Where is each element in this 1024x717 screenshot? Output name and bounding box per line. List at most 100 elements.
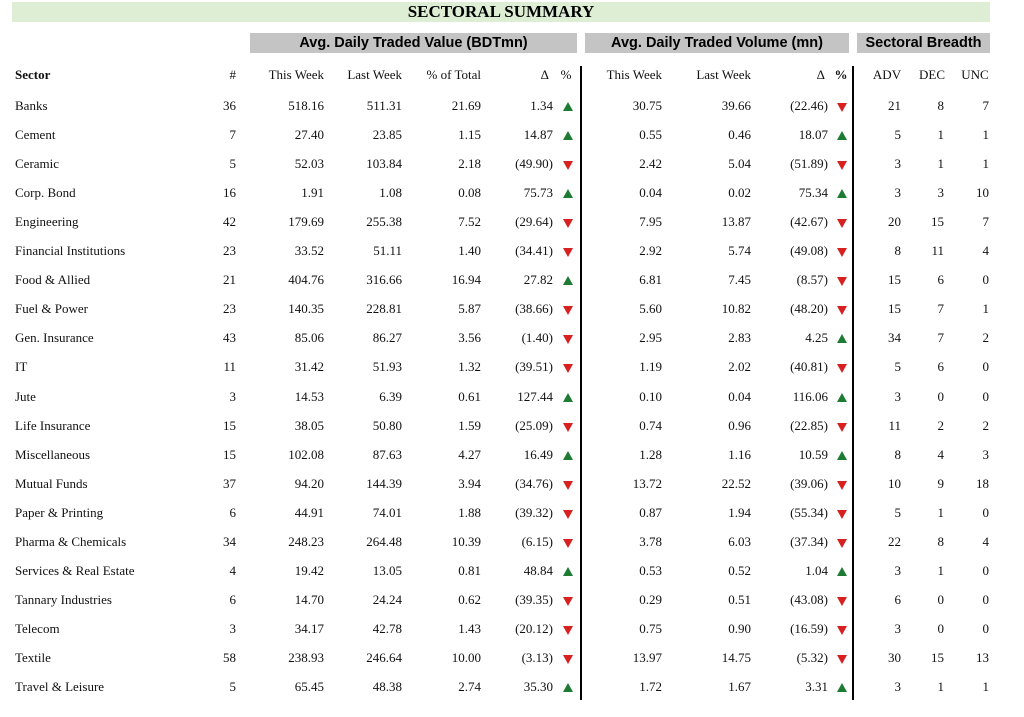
unchanged-count: 7: [982, 98, 990, 113]
decline-count: 15: [931, 649, 944, 665]
col-header-value-pct: %: [560, 67, 572, 82]
up-triangle-icon: [837, 334, 847, 344]
volume-change-pct: (49.08): [790, 243, 828, 259]
value-change-pct: 35.30: [523, 679, 553, 694]
value-change-pct: (20.12): [515, 620, 553, 636]
sectoral-breadth-group-header: Sectoral Breadth: [857, 33, 990, 53]
table-row: Services & Real Estate 4 19.42 13.05 0.81 48.…: [0, 562, 1024, 591]
down-triangle-icon: [837, 596, 847, 606]
volume-this-week: 1.19: [639, 359, 662, 375]
pct-of-total: 7.52: [458, 214, 481, 230]
value-this-week: 44.91: [294, 504, 324, 520]
value-this-week: 34.17: [294, 620, 324, 636]
unchanged-count: 18: [976, 475, 989, 491]
volume-last-week: 7.45: [728, 272, 751, 288]
volume-last-week: 22.52: [721, 475, 751, 491]
value-change-pct: 16.49: [523, 446, 553, 462]
value-this-week: 19.42: [294, 562, 324, 578]
table-row: Engineering 42 179.69 255.38 7.52 (29.64) 7.95…: [0, 213, 1024, 242]
sector-name: Life Insurance: [15, 417, 91, 433]
sector-name: IT: [15, 359, 28, 375]
decline-count: 0: [937, 591, 945, 607]
volume-this-week: 13.72: [632, 475, 662, 491]
pct-of-total: 1.59: [458, 417, 481, 433]
value-last-week: 87.63: [372, 446, 402, 462]
volume-this-week: 0.29: [639, 591, 662, 607]
company-count: 3: [229, 388, 237, 404]
volume-last-week: 5.04: [728, 156, 751, 172]
volume-change-pct: (42.67): [790, 214, 828, 230]
advance-count: 21: [888, 98, 901, 113]
down-triangle-icon: [563, 480, 573, 490]
unchanged-count: 0: [982, 620, 990, 636]
value-change-pct: (39.35): [515, 591, 553, 607]
table-row: Jute 3 14.53 6.39 0.61 127.44 0.10 0.04 116.06 3 0…: [0, 388, 1024, 417]
value-last-week: 42.78: [372, 620, 402, 636]
down-triangle-icon: [837, 538, 847, 548]
unchanged-count: 0: [982, 562, 990, 578]
value-last-week: 1.08: [379, 185, 402, 201]
advance-count: 15: [888, 301, 901, 317]
volume-this-week: 2.42: [639, 156, 662, 172]
value-this-week: 94.20: [294, 475, 324, 491]
down-triangle-icon: [837, 625, 847, 635]
volume-change-pct: (40.81): [790, 359, 828, 375]
decline-count: 6: [937, 359, 945, 375]
volume-change-pct: (22.46): [790, 98, 828, 113]
value-change-pct: (39.51): [515, 359, 553, 375]
down-triangle-icon: [837, 364, 847, 374]
value-change-pct: (25.09): [515, 417, 553, 433]
sector-name: Fuel & Power: [15, 301, 88, 317]
pct-of-total: 0.08: [458, 185, 481, 201]
value-change-pct: (34.41): [515, 243, 553, 259]
col-header-value-delta: Δ: [540, 67, 549, 82]
company-count: 21: [223, 272, 236, 288]
value-change-pct: 127.44: [517, 388, 553, 404]
pct-of-total: 1.43: [458, 620, 481, 636]
down-triangle-icon: [837, 277, 847, 287]
value-last-week: 103.84: [366, 156, 402, 172]
volume-last-week: 5.74: [728, 243, 751, 259]
company-count: 36: [223, 98, 236, 113]
value-last-week: 50.80: [372, 417, 402, 433]
up-triangle-icon: [563, 392, 573, 402]
value-last-week: 255.38: [366, 214, 402, 230]
value-change-pct: (6.15): [521, 533, 553, 549]
value-last-week: 51.11: [373, 243, 402, 259]
value-change-pct: 1.34: [530, 98, 553, 113]
sector-name: Cement: [15, 127, 56, 143]
company-count: 23: [223, 301, 236, 317]
unchanged-count: 4: [982, 243, 990, 259]
table-row: Paper & Printing 6 44.91 74.01 1.88 (39.32) 0.…: [0, 504, 1024, 533]
company-count: 4: [229, 562, 237, 578]
down-triangle-icon: [837, 422, 847, 432]
down-triangle-icon: [837, 654, 847, 664]
volume-this-week: 3.78: [639, 533, 662, 549]
value-this-week: 65.45: [294, 679, 324, 694]
sector-name: Textile: [15, 649, 51, 665]
value-last-week: 13.05: [372, 562, 402, 578]
company-count: 3: [229, 620, 237, 636]
value-change-pct: 27.82: [523, 272, 553, 288]
down-triangle-icon: [563, 161, 573, 171]
volume-last-week: 0.90: [728, 620, 751, 636]
table-row: Financial Institutions 23 33.52 51.11 1.40 (3…: [0, 242, 1024, 271]
down-triangle-icon: [563, 538, 573, 548]
table-row: Miscellaneous 15 102.08 87.63 4.27 16.49 1.28 1…: [0, 446, 1024, 475]
value-change-pct: (34.76): [515, 475, 553, 491]
value-last-week: 264.48: [366, 533, 402, 549]
col-header-volume-delta: Δ: [816, 67, 825, 82]
volume-change-pct: (55.34): [790, 504, 828, 520]
advance-count: 5: [894, 504, 902, 520]
value-this-week: 27.40: [294, 127, 324, 143]
advance-count: 10: [888, 475, 901, 491]
col-header-volume-this-week: This Week: [606, 67, 662, 82]
volume-change-pct: (22.85): [790, 417, 828, 433]
value-this-week: 102.08: [288, 446, 324, 462]
value-this-week: 404.76: [288, 272, 324, 288]
value-volume-divider: [580, 66, 582, 700]
up-triangle-icon: [837, 450, 847, 460]
unchanged-count: 0: [982, 591, 990, 607]
unchanged-count: 1: [982, 679, 990, 694]
down-triangle-icon: [563, 625, 573, 635]
